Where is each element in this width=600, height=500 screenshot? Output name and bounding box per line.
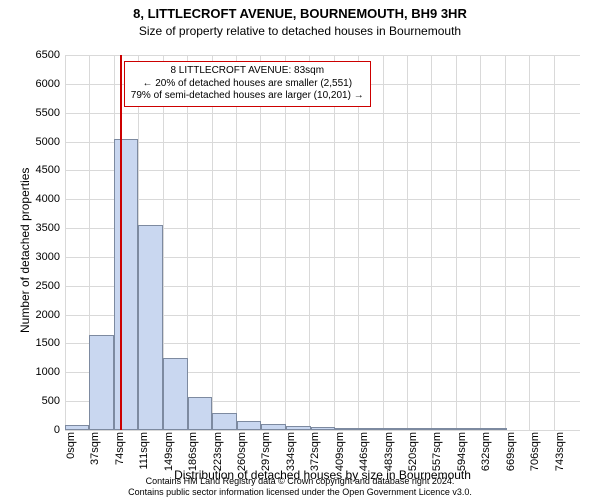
footer-line2: Contains public sector information licen… <box>128 487 472 497</box>
histogram-bar <box>114 139 138 430</box>
gridline-v <box>65 55 66 430</box>
gridline-h <box>65 199 580 200</box>
histogram-bar <box>188 397 212 430</box>
y-tick-label: 5000 <box>5 136 60 148</box>
histogram-bar <box>359 428 383 430</box>
gridline-v <box>236 55 237 430</box>
x-tick-label: 446sqm <box>358 432 370 472</box>
chart-title-line1: 8, LITTLECROFT AVENUE, BOURNEMOUTH, BH9 … <box>0 6 600 21</box>
x-tick-label: 632sqm <box>480 432 492 472</box>
marker-line <box>120 55 122 430</box>
x-tick-label: 297sqm <box>260 432 272 472</box>
gridline-v <box>285 55 286 430</box>
x-tick-label: 409sqm <box>334 432 346 472</box>
gridline-v <box>529 55 530 430</box>
histogram-bar <box>261 424 285 430</box>
x-tick-label: 149sqm <box>163 432 175 472</box>
gridline-v <box>309 55 310 430</box>
gridline-v <box>334 55 335 430</box>
gridline-h <box>65 142 580 143</box>
histogram-bar <box>384 428 408 430</box>
y-tick-label: 2500 <box>5 280 60 292</box>
gridline-v <box>212 55 213 430</box>
gridline-v <box>480 55 481 430</box>
histogram-bar <box>311 427 335 430</box>
gridline-v <box>554 55 555 430</box>
info-box-line: ← 20% of detached houses are smaller (2,… <box>131 78 364 91</box>
histogram-bar <box>482 428 506 430</box>
gridline-v <box>383 55 384 430</box>
gridline-v <box>505 55 506 430</box>
x-tick-label: 743sqm <box>554 432 566 472</box>
gridline-v <box>260 55 261 430</box>
info-box: 8 LITTLECROFT AVENUE: 83sqm← 20% of deta… <box>124 61 371 107</box>
histogram-bar <box>237 421 261 430</box>
y-tick-label: 0 <box>5 424 60 436</box>
y-tick-label: 5500 <box>5 107 60 119</box>
x-tick-label: 372sqm <box>309 432 321 472</box>
x-tick-label: 186sqm <box>187 432 199 472</box>
histogram-bar <box>457 428 482 430</box>
gridline-h <box>65 430 580 431</box>
histogram-bar <box>286 426 311 430</box>
x-tick-label: 223sqm <box>212 432 224 472</box>
y-tick-label: 500 <box>5 395 60 407</box>
x-tick-label: 334sqm <box>285 432 297 472</box>
gridline-v <box>407 55 408 430</box>
footer-line1: Contains HM Land Registry data © Crown c… <box>146 476 455 486</box>
x-tick-label: 74sqm <box>114 432 126 472</box>
histogram-bar <box>335 428 359 430</box>
x-tick-label: 594sqm <box>456 432 468 472</box>
y-tick-label: 4500 <box>5 164 60 176</box>
gridline-h <box>65 170 580 171</box>
x-tick-label: 37sqm <box>89 432 101 472</box>
gridline-v <box>456 55 457 430</box>
gridline-h <box>65 55 580 56</box>
y-tick-label: 6500 <box>5 49 60 61</box>
y-tick-label: 3500 <box>5 222 60 234</box>
x-tick-label: 111sqm <box>138 432 150 472</box>
histogram-bar <box>65 425 89 430</box>
y-tick-label: 4000 <box>5 193 60 205</box>
x-tick-label: 520sqm <box>407 432 419 472</box>
info-box-line: 79% of semi-detached houses are larger (… <box>131 90 364 103</box>
y-tick-label: 3000 <box>5 251 60 263</box>
x-tick-label: 260sqm <box>236 432 248 472</box>
footer: Contains HM Land Registry data © Crown c… <box>0 476 600 497</box>
gridline-v <box>358 55 359 430</box>
y-tick-label: 2000 <box>5 309 60 321</box>
chart-container: 8, LITTLECROFT AVENUE, BOURNEMOUTH, BH9 … <box>0 0 600 500</box>
histogram-bar <box>89 335 113 430</box>
x-tick-label: 706sqm <box>529 432 541 472</box>
y-tick-label: 1000 <box>5 366 60 378</box>
y-tick-label: 1500 <box>5 337 60 349</box>
gridline-v <box>431 55 432 430</box>
histogram-bar <box>433 428 457 430</box>
x-tick-label: 483sqm <box>383 432 395 472</box>
x-tick-label: 0sqm <box>65 432 77 472</box>
y-tick-label: 6000 <box>5 78 60 90</box>
histogram-bar <box>163 358 187 430</box>
info-box-line: 8 LITTLECROFT AVENUE: 83sqm <box>131 65 364 78</box>
chart-title-line2: Size of property relative to detached ho… <box>0 24 600 38</box>
histogram-bar <box>408 428 432 430</box>
x-tick-label: 669sqm <box>505 432 517 472</box>
x-tick-label: 557sqm <box>431 432 443 472</box>
plot-area: 8 LITTLECROFT AVENUE: 83sqm← 20% of deta… <box>65 55 580 430</box>
histogram-bar <box>212 413 236 430</box>
histogram-bar <box>138 225 163 430</box>
gridline-h <box>65 113 580 114</box>
